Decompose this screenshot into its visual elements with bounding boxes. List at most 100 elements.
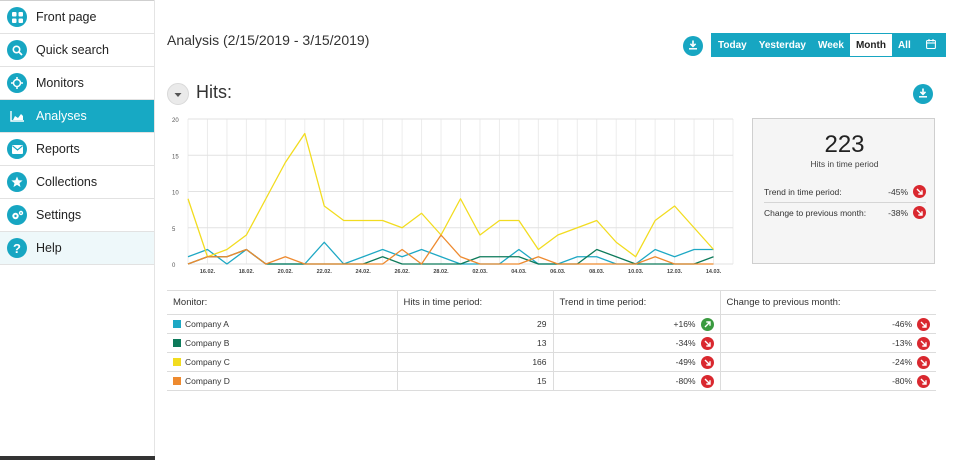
x-tick-label: 28.02. [433, 269, 449, 275]
sidebar-item-collections[interactable]: Collections [0, 166, 154, 199]
envelope-icon [7, 139, 27, 159]
x-tick-label: 24.02. [356, 269, 372, 275]
page-title: Analysis (2/15/2019 - 3/15/2019) [167, 32, 370, 48]
y-tick-label: 0 [172, 263, 176, 269]
arrow-down-icon [700, 374, 714, 388]
change-value: -24% [892, 357, 912, 367]
y-tick-label: 5 [172, 227, 176, 233]
table-body: Company A 29 +16% -46% Company B 13 -34% -13% Co… [167, 314, 936, 391]
sidebar-item-help[interactable]: ? Help [0, 232, 154, 265]
total-hits-value: 223 [824, 131, 865, 158]
range-month-button[interactable]: Month [849, 34, 892, 56]
search-icon [7, 40, 27, 60]
star-icon [7, 172, 27, 192]
column-header-change[interactable]: Change to previous month: [719, 290, 936, 315]
sidebar-item-label: Analyses [36, 109, 87, 123]
trend-value: -45% [888, 186, 908, 197]
trend-row: Trend in time period: -45% [764, 181, 926, 202]
column-header-monitor[interactable]: Monitor: [167, 290, 397, 315]
area-chart-icon [7, 106, 27, 126]
stats-divider [764, 202, 926, 203]
sidebar-footer-bar [0, 456, 155, 460]
x-tick-label: 10.03. [628, 269, 644, 275]
change-cell: -80% [719, 371, 936, 391]
monitor-name: Company B [185, 338, 230, 348]
change-label: Change to previous month: [764, 207, 867, 218]
trend-cell: -34% [552, 333, 720, 353]
change-value: -13% [892, 338, 912, 348]
download-button[interactable] [683, 36, 703, 56]
y-tick-label: 20 [172, 118, 179, 124]
change-cell: -13% [719, 333, 936, 353]
table-row[interactable]: Company C 166 -49% -24% [167, 352, 936, 372]
table-row[interactable]: Company B 13 -34% -13% [167, 333, 936, 353]
arrow-down-icon [700, 355, 714, 369]
monitor-name: Company C [185, 357, 230, 367]
monitor-cell: Company A [167, 314, 397, 334]
table-row[interactable]: Company D 15 -80% -80% [167, 371, 936, 391]
sidebar-item-label: Monitors [36, 76, 84, 90]
x-tick-label: 02.03. [472, 269, 488, 275]
trend-value: +16% [673, 319, 696, 329]
sidebar-item-settings[interactable]: Settings [0, 199, 154, 232]
x-tick-label: 08.03. [589, 269, 605, 275]
time-range-selector: Today Yesterday Week Month All [711, 33, 946, 57]
sidebar-divider [0, 0, 154, 1]
arrow-down-icon [917, 317, 930, 331]
calendar-icon [925, 38, 936, 52]
sidebar-item-reports[interactable]: Reports [0, 133, 154, 166]
trend-cell: -80% [552, 371, 720, 391]
sidebar-item-label: Reports [36, 142, 80, 156]
table-header-row: Monitor: Hits in time period: Trend in t… [167, 290, 936, 315]
question-icon: ? [7, 238, 27, 258]
range-week-button[interactable]: Week [811, 34, 850, 56]
sidebar: Front page Quick search Monitors Analyse… [0, 0, 155, 460]
monitor-name: Company A [185, 319, 229, 329]
arrow-up-icon [700, 317, 714, 331]
x-tick-label: 16.02. [200, 269, 216, 275]
y-tick-label: 10 [172, 191, 179, 197]
sidebar-item-front-page[interactable]: Front page [0, 1, 154, 34]
chevron-down-icon [174, 85, 182, 103]
monitor-cell: Company D [167, 371, 397, 391]
table-row[interactable]: Company A 29 +16% -46% [167, 314, 936, 334]
change-value: -46% [892, 319, 912, 329]
x-tick-label: 14.03. [706, 269, 722, 275]
download-icon [688, 37, 698, 55]
change-cell: -46% [719, 314, 936, 334]
sidebar-item-label: Settings [36, 208, 82, 222]
trend-value: -34% [675, 338, 696, 348]
arrow-down-icon [917, 336, 930, 350]
x-tick-label: 06.03. [550, 269, 566, 275]
hits-download-button[interactable] [913, 84, 933, 104]
monitor-cell: Company C [167, 352, 397, 372]
sidebar-item-analyses[interactable]: Analyses [0, 100, 154, 133]
range-today-button[interactable]: Today [712, 34, 753, 56]
calendar-button[interactable] [916, 34, 945, 56]
arrow-down-icon [700, 336, 714, 350]
collapse-toggle[interactable] [167, 83, 189, 105]
range-yesterday-button[interactable]: Yesterday [752, 34, 812, 56]
stats-panel: 223 Hits in time period Trend in time pe… [752, 118, 935, 264]
column-header-trend[interactable]: Trend in time period: [552, 290, 720, 315]
arrow-down-icon [913, 206, 926, 219]
x-tick-label: 12.03. [667, 269, 683, 275]
monitor-name: Company D [185, 376, 230, 386]
sidebar-item-label: Collections [36, 175, 98, 189]
column-header-hits[interactable]: Hits in time period: [396, 290, 553, 315]
series-line [187, 234, 714, 265]
trend-value: -49% [675, 357, 696, 367]
range-all-button[interactable]: All [891, 34, 917, 56]
hits-cell: 29 [396, 314, 553, 334]
sidebar-item-label: Quick search [36, 43, 109, 57]
trend-cell: +16% [552, 314, 720, 334]
hits-cell: 15 [396, 371, 553, 391]
sidebar-item-monitors[interactable]: Monitors [0, 67, 154, 100]
change-cell: -24% [719, 352, 936, 372]
x-tick-label: 26.02. [394, 269, 410, 275]
arrow-down-icon [917, 355, 930, 369]
sidebar-item-quick-search[interactable]: Quick search [0, 34, 154, 67]
trend-label: Trend in time period: [764, 186, 842, 197]
gears-icon [7, 205, 27, 225]
